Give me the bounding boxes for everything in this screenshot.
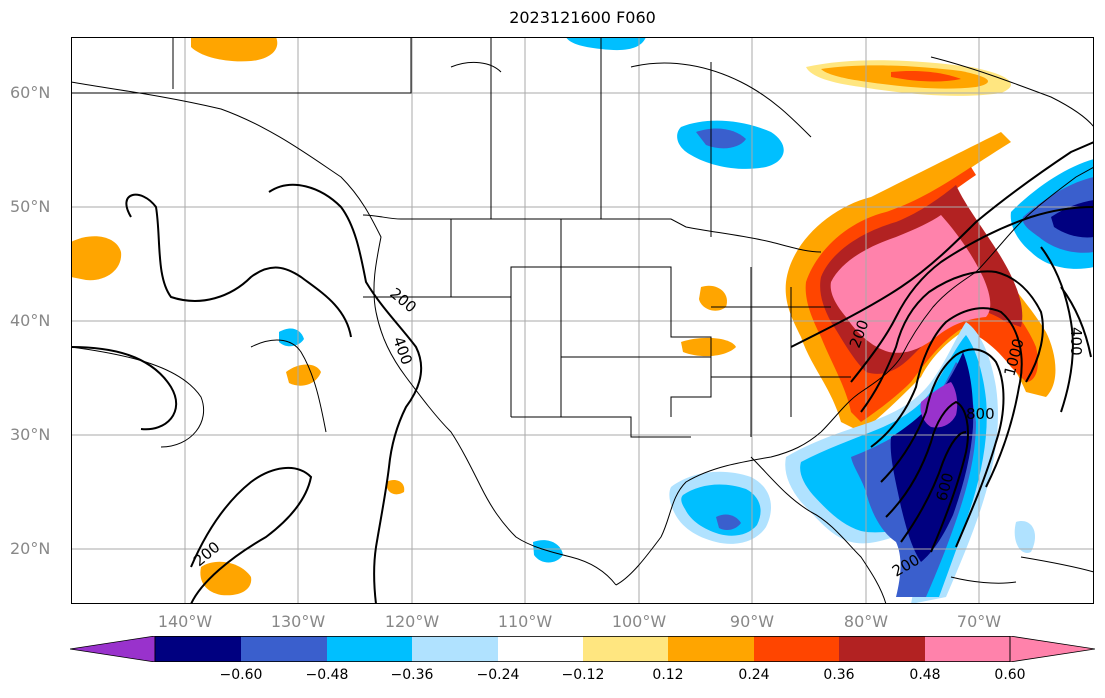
map-panel: 200 400 200 200 1000 800 600 400 200 (70, 37, 1095, 605)
lon-label-140w: 140°W (157, 612, 213, 631)
lat-label-50n: 50°N (10, 197, 51, 216)
lat-label-60n: 60°N (10, 83, 51, 102)
colorbar-arrow-left (69, 635, 156, 663)
lon-label-100w: 100°W (611, 612, 667, 631)
colorbar-swatch (155, 636, 241, 662)
colorbar-tick: 0.60 (994, 667, 1026, 683)
colorbar-swatch (839, 636, 925, 662)
lat-label-40n: 40°N (10, 311, 51, 330)
contour-label-h: 400 (1067, 327, 1085, 356)
colorbar-swatch (241, 636, 327, 662)
colorbar-tick: 0.36 (823, 667, 855, 683)
lat-label-20n: 20°N (10, 539, 51, 558)
colorbar-svg (69, 635, 1096, 663)
colorbar-tick: −0.36 (390, 667, 434, 683)
colorbar-tick: −0.60 (219, 667, 263, 683)
colorbar-swatch (754, 636, 839, 662)
map-svg: 200 400 200 200 1000 800 600 400 200 (70, 37, 1095, 605)
colorbar-tick: −0.48 (305, 667, 349, 683)
map-frame (71, 37, 1094, 604)
colorbar-swatch (668, 636, 754, 662)
lon-label-120w: 120°W (384, 612, 440, 631)
colorbar-tick: −0.24 (476, 667, 520, 683)
colorbar-swatch (412, 636, 498, 662)
lon-label-110w: 110°W (497, 612, 553, 631)
colorbar-swatch (925, 636, 1010, 662)
colorbar-tick: 0.24 (738, 667, 770, 683)
lon-label-80w: 80°W (843, 612, 889, 631)
colorbar-swatch (498, 636, 583, 662)
figure-title: 2023121600 F060 (509, 8, 656, 27)
coastline-map (70, 37, 1095, 605)
contour-label-f: 800 (966, 405, 995, 423)
colorbar-tick: 0.12 (652, 667, 684, 683)
graticule (71, 37, 1094, 604)
lon-label-130w: 130°W (270, 612, 326, 631)
height-contours (70, 141, 1095, 605)
colorbar-tick: −0.12 (561, 667, 605, 683)
lon-label-70w: 70°W (956, 612, 1002, 631)
colorbar-tick: 0.48 (909, 667, 941, 683)
colorbar-swatch (583, 636, 668, 662)
colorbar-arrow-right (1009, 635, 1096, 663)
lon-label-90w: 90°W (729, 612, 775, 631)
colorbar (69, 635, 1096, 663)
lat-label-30n: 30°N (10, 425, 51, 444)
colorbar-swatch (327, 636, 412, 662)
